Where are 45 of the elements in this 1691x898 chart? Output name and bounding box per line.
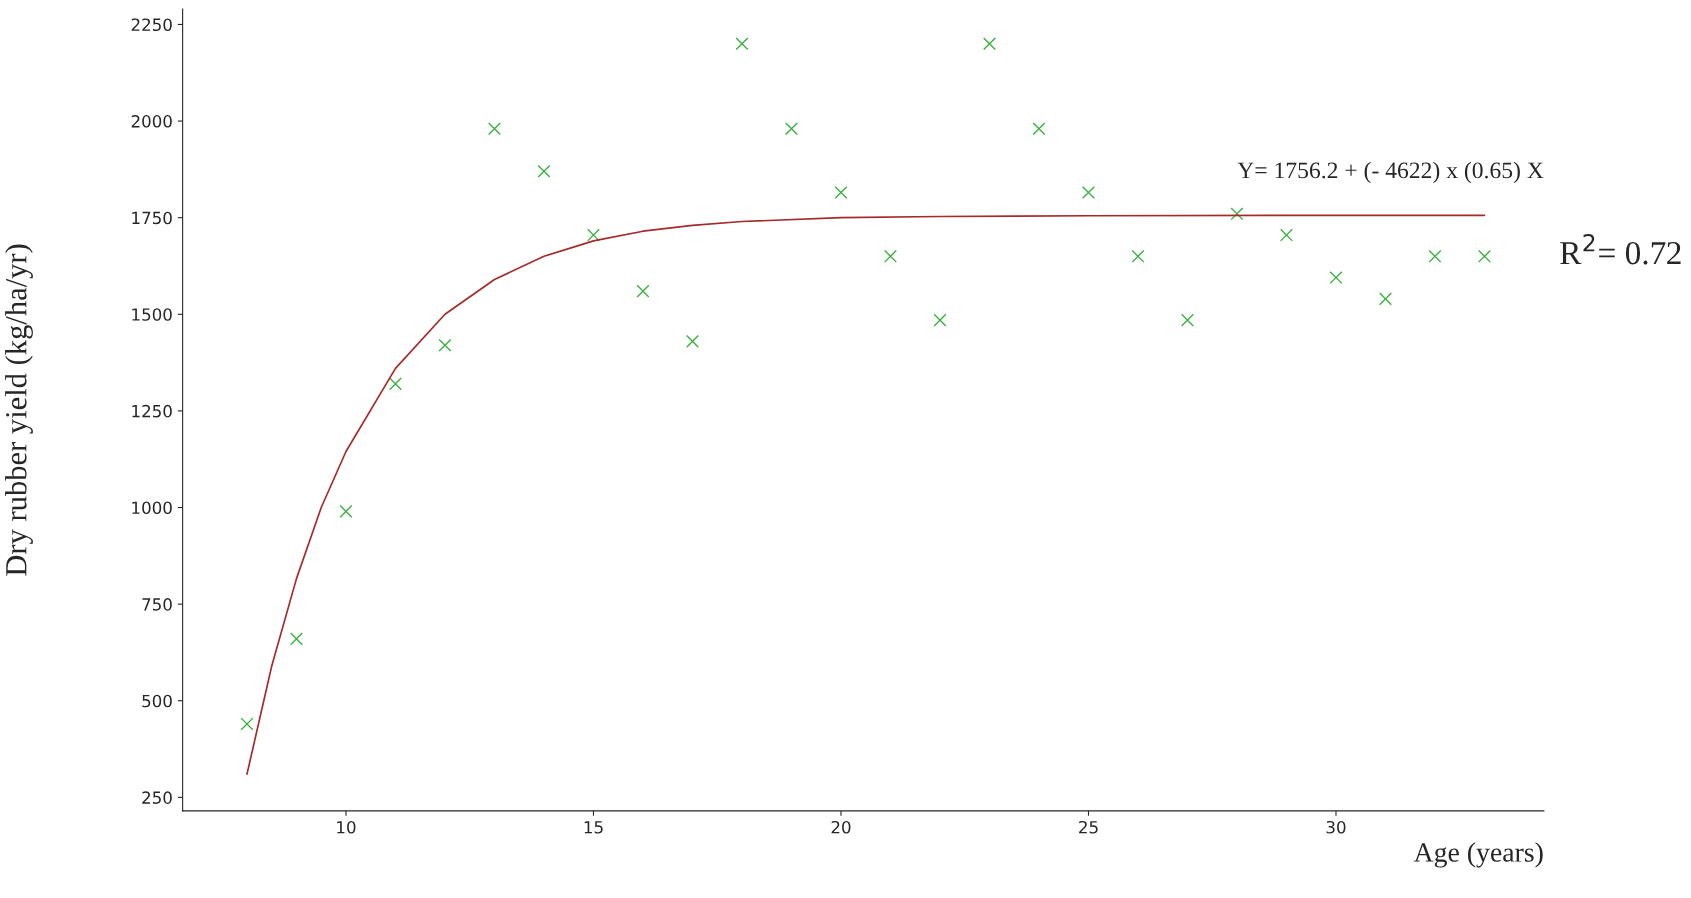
point	[636, 284, 650, 298]
point	[1378, 292, 1392, 306]
y-tick-label: 250	[142, 791, 172, 804]
y-tick-label: 2250	[131, 18, 172, 32]
point	[982, 37, 996, 51]
line-series	[246, 214, 1486, 776]
x-axis-title: Age (years)	[1413, 842, 1543, 868]
annotation: Y= 1756.2 + (- 4622) x (0.65) X	[1237, 161, 1544, 184]
point	[735, 37, 749, 51]
y-tick-label: 1250	[132, 404, 172, 418]
point	[289, 632, 303, 646]
point	[1477, 249, 1491, 263]
point	[1180, 313, 1194, 327]
point	[1428, 249, 1442, 263]
point	[1032, 122, 1046, 136]
point	[240, 717, 254, 731]
point	[933, 313, 947, 327]
x-tick-label: 25	[1079, 820, 1098, 834]
point	[586, 228, 600, 242]
y-tick-label: 1000	[132, 501, 172, 515]
point	[388, 377, 402, 391]
point	[1230, 207, 1244, 221]
y-tick-label: 1500	[132, 308, 172, 321]
y-tick-label: 2000	[131, 115, 172, 128]
point	[1131, 249, 1145, 263]
y-tick-label: 1750	[132, 211, 172, 225]
point	[834, 186, 848, 200]
point	[1279, 228, 1293, 242]
point	[883, 249, 897, 263]
x-tick-label: 10	[337, 820, 356, 834]
x-tick-label: 20	[831, 820, 851, 834]
y-axis-title: Dry rubber yield (kg/ha/yr)	[5, 244, 33, 576]
point	[438, 338, 452, 352]
point	[685, 334, 699, 348]
text: R$^{2}$= 0.72	[1560, 234, 1681, 265]
point	[1329, 271, 1343, 285]
x-tick-label: 15	[584, 821, 603, 834]
y-tick-label: 750	[142, 598, 172, 611]
point	[537, 164, 551, 178]
point	[487, 122, 501, 136]
point	[339, 504, 353, 518]
y-tick-label: 500	[142, 694, 172, 708]
point	[1081, 186, 1095, 200]
point	[784, 122, 798, 136]
x-tick-label: 30	[1326, 820, 1346, 834]
